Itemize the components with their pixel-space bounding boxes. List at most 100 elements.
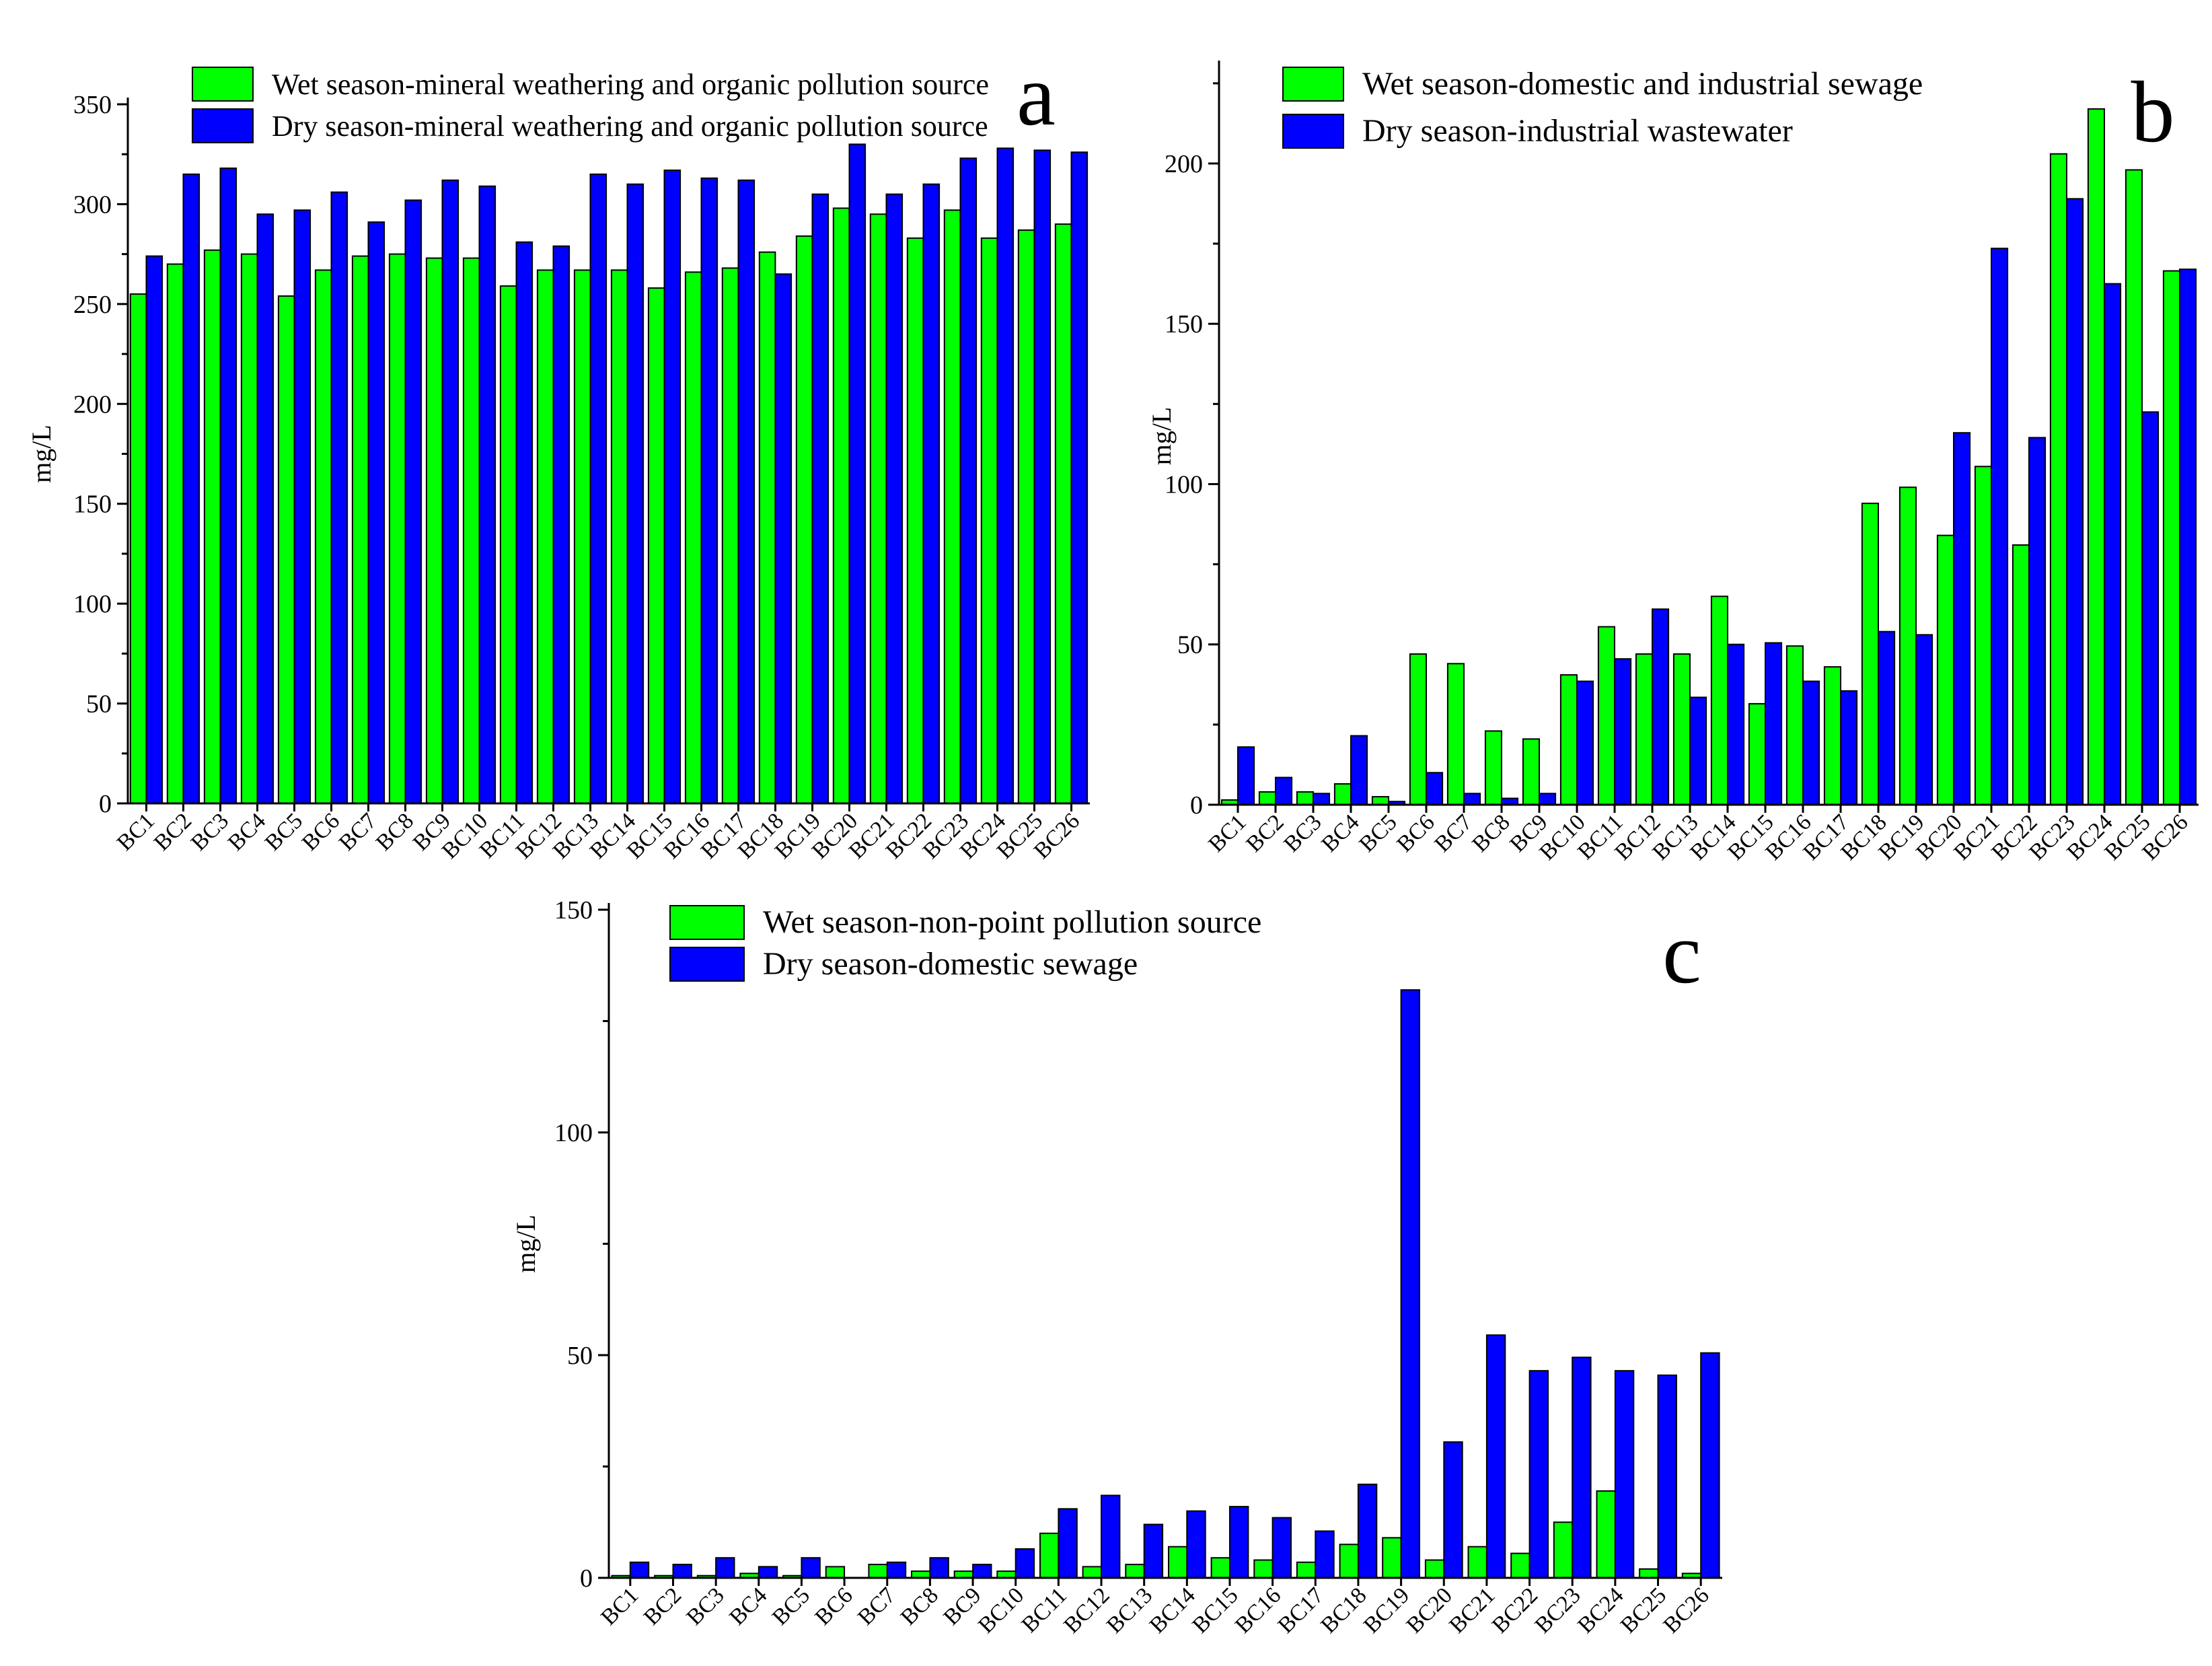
bar-dry-bc25 — [1657, 1374, 1677, 1579]
y-tick-label: 0 — [580, 1564, 593, 1593]
bar-wet-bc25 — [2125, 169, 2143, 805]
bar-dry-bc14 — [626, 183, 644, 804]
bar-wet-bc2 — [166, 263, 184, 804]
legend-swatch-wet — [192, 67, 254, 102]
x-tick-label-bc26: BC26 — [1659, 1583, 1714, 1638]
bar-wet-bc25 — [1639, 1568, 1659, 1579]
bar-dry-bc21 — [1485, 1334, 1506, 1579]
panel-label: a — [1017, 47, 1056, 144]
bar-dry-bc15 — [663, 170, 681, 804]
bar-dry-bc26 — [2179, 268, 2197, 805]
x-tick-label-bc7: BC7 — [853, 1583, 900, 1630]
panel-label: b — [2131, 64, 2175, 161]
bar-wet-bc22 — [2012, 544, 2030, 805]
x-tick-label-bc3: BC3 — [682, 1583, 729, 1630]
x-tick-label-bc4: BC4 — [223, 808, 270, 855]
bar-dry-bc7 — [886, 1561, 907, 1579]
bar-wet-bc1 — [129, 293, 147, 804]
x-tick-label-bc2: BC2 — [1241, 809, 1288, 857]
bar-wet-bc20 — [832, 207, 850, 804]
bar-dry-bc16 — [1802, 680, 1820, 805]
bar-dry-bc26 — [1070, 151, 1089, 804]
bar-wet-bc13 — [1125, 1564, 1145, 1579]
bar-wet-bc24 — [2087, 108, 2105, 805]
x-tick-label-bc15: BC15 — [1187, 1583, 1243, 1638]
bar-wet-bc7 — [1446, 663, 1465, 805]
bar-dry-bc17 — [1315, 1530, 1335, 1579]
bar-dry-bc17 — [737, 179, 755, 804]
x-tick-label-bc8: BC8 — [371, 808, 418, 855]
bar-dry-bc21 — [885, 193, 904, 805]
bar-dry-bc10 — [1576, 680, 1594, 805]
legend: Wet season-mineral weathering and organi… — [192, 67, 989, 143]
y-tick-label: 150 — [1165, 310, 1203, 338]
bar-wet-bc17 — [1823, 666, 1841, 805]
bar-wet-bc16 — [684, 271, 702, 804]
bar-dry-bc8 — [929, 1557, 949, 1579]
y-axis-label: mg/L — [26, 425, 57, 483]
y-tick-label: 150 — [554, 896, 593, 925]
x-tick-label-bc1: BC1 — [112, 808, 159, 855]
bar-dry-bc22 — [2028, 437, 2047, 805]
legend-label-wet: Wet season-domestic and industrial sewag… — [1362, 66, 1923, 102]
bar-wet-bc6 — [314, 269, 332, 804]
bar-wet-bc25 — [1017, 229, 1035, 804]
bar-dry-bc8 — [404, 199, 422, 804]
x-tick-label-bc22: BC22 — [1487, 1583, 1543, 1638]
x-tick-label-bc3: BC3 — [1279, 809, 1326, 857]
x-tick-label-bc8: BC8 — [896, 1583, 943, 1630]
x-tick-label-bc25: BC25 — [1616, 1583, 1671, 1638]
bar-dry-bc12 — [1101, 1494, 1121, 1579]
y-tick-label: 100 — [73, 590, 112, 618]
bar-dry-bc20 — [848, 143, 867, 804]
bar-dry-bc18 — [1357, 1484, 1378, 1579]
y-tick-label: 100 — [554, 1119, 593, 1147]
bar-dry-bc18 — [1878, 630, 1896, 805]
bar-dry-bc1 — [1237, 746, 1255, 805]
y-tick-label: 150 — [73, 491, 112, 519]
x-tick-label-bc7: BC7 — [334, 808, 381, 855]
x-tick-label-bc7: BC7 — [1430, 809, 1477, 857]
bar-dry-bc12 — [1652, 608, 1670, 805]
bar-dry-bc4 — [256, 213, 274, 804]
bar-wet-bc14 — [610, 269, 628, 804]
x-tick-label-bc16: BC16 — [1230, 1583, 1286, 1638]
y-tick-label: 200 — [1165, 150, 1203, 178]
bar-dry-bc10 — [478, 185, 496, 804]
x-tick-label-bc4: BC4 — [1317, 809, 1364, 857]
bar-wet-bc12 — [1082, 1566, 1102, 1579]
bar-wet-bc10 — [1559, 674, 1578, 805]
legend-swatch-dry — [192, 108, 254, 143]
bar-wet-bc19 — [795, 235, 813, 804]
x-tick-label-bc10: BC10 — [973, 1583, 1029, 1638]
bar-dry-bc15 — [1765, 642, 1783, 806]
bar-wet-bc24 — [980, 237, 998, 804]
x-tick-label-bc5: BC5 — [768, 1583, 815, 1630]
bar-wet-bc20 — [1936, 534, 1954, 805]
bar-dry-bc11 — [515, 241, 533, 804]
bar-dry-bc1 — [629, 1561, 650, 1579]
bar-dry-bc24 — [1614, 1370, 1635, 1579]
x-tick-label-bc1: BC1 — [596, 1583, 643, 1630]
x-tick-label-bc5: BC5 — [1354, 809, 1401, 857]
bar-dry-bc19 — [811, 193, 830, 805]
bar-wet-bc16 — [1253, 1559, 1274, 1579]
bar-wet-bc22 — [906, 237, 924, 804]
legend-swatch-dry — [1282, 114, 1344, 149]
x-tick-label-bc6: BC6 — [810, 1583, 857, 1630]
y-tick-label: 250 — [73, 291, 112, 319]
bar-dry-bc25 — [2141, 411, 2160, 805]
bar-wet-bc16 — [1785, 645, 1804, 805]
x-tick-label-bc13: BC13 — [1102, 1583, 1157, 1638]
bar-dry-bc13 — [1689, 696, 1707, 806]
y-tick-label: 0 — [1190, 791, 1203, 820]
bar-wet-bc22 — [1510, 1552, 1531, 1579]
legend: Wet season-non-point pollution source Dry… — [669, 904, 1261, 982]
x-tick-label-bc18: BC18 — [1316, 1583, 1371, 1638]
bar-wet-bc13 — [573, 269, 591, 804]
bar-dry-bc2 — [182, 173, 200, 804]
bar-wet-bc4 — [240, 253, 258, 805]
y-axis-label: mg/L — [1146, 407, 1177, 466]
bar-wet-bc21 — [1467, 1546, 1487, 1579]
bar-wet-bc7 — [351, 255, 369, 805]
